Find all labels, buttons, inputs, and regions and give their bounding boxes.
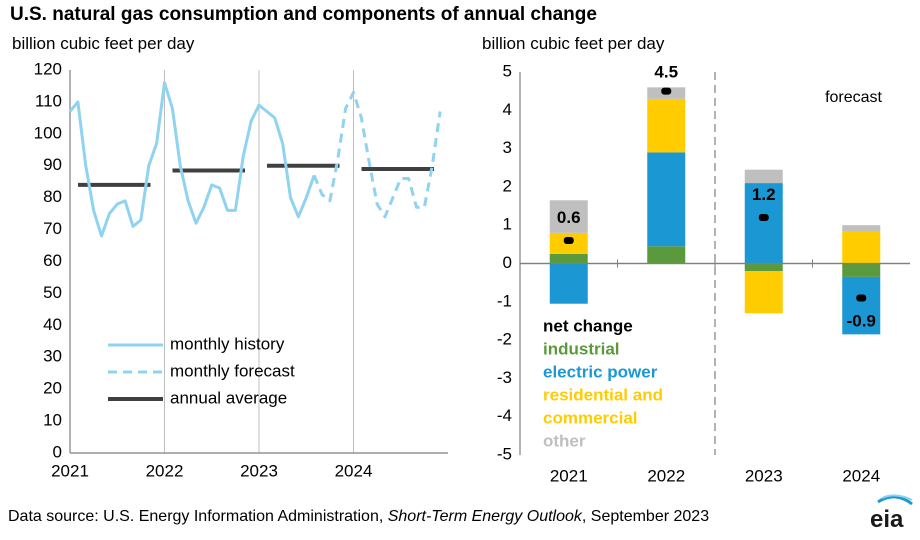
right-x-tick-label: 2021 bbox=[550, 466, 588, 485]
eia-logo-icon bbox=[877, 494, 913, 506]
left-y-tick-label: 80 bbox=[43, 187, 62, 206]
bar-industrial bbox=[647, 246, 686, 264]
right-y-tick-label: -4 bbox=[497, 406, 512, 425]
right-y-tick-label: 0 bbox=[503, 253, 512, 272]
right-x-tick-label: 2024 bbox=[842, 466, 880, 485]
bar-electric-power bbox=[549, 263, 588, 304]
left-y-tick-label: 10 bbox=[43, 411, 62, 430]
legend-residential-commercial-label-cont: commercial bbox=[543, 408, 638, 427]
left-y-tick-label: 50 bbox=[43, 283, 62, 302]
left-y-tick-label: 60 bbox=[43, 251, 62, 270]
legend-annual-label: annual average bbox=[170, 388, 287, 407]
bar-other bbox=[549, 200, 588, 233]
bar-other bbox=[842, 225, 881, 231]
left-y-tick-label: 0 bbox=[53, 442, 62, 461]
bar-electric-power bbox=[647, 152, 686, 247]
bar-residential-commercial bbox=[744, 271, 783, 314]
source-prefix: Data source: U.S. Energy Information Adm… bbox=[8, 508, 388, 525]
bar-electric-power bbox=[842, 276, 881, 335]
net-change-label: 1.2 bbox=[752, 185, 776, 204]
legend-residential-commercial-label: residential and bbox=[543, 385, 663, 404]
right-y-tick-label: -1 bbox=[497, 291, 512, 310]
net-change-label: 0.6 bbox=[557, 208, 581, 227]
net-change-label: 4.5 bbox=[654, 63, 678, 82]
left-x-tick-label: 2021 bbox=[51, 461, 89, 480]
left-y-tick-label: 30 bbox=[43, 347, 62, 366]
chart-title: U.S. natural gas consumption and compone… bbox=[10, 4, 597, 25]
monthly-forecast-line bbox=[312, 90, 442, 219]
bar-other bbox=[744, 169, 783, 184]
data-source-note: Data source: U.S. Energy Information Adm… bbox=[8, 508, 709, 526]
left-y-tick-label: 70 bbox=[43, 219, 62, 238]
legend-history-label: monthly history bbox=[170, 334, 285, 353]
bar-industrial bbox=[549, 253, 588, 264]
right-x-tick-label: 2022 bbox=[647, 466, 685, 485]
left-y-tick-label: 110 bbox=[35, 91, 62, 110]
right-y-tick-label: 4 bbox=[503, 100, 512, 119]
forecast-annotation: forecast bbox=[825, 89, 882, 106]
left-x-tick-label: 2024 bbox=[335, 461, 373, 480]
source-suffix: , September 2023 bbox=[581, 508, 710, 525]
legend-other-label: other bbox=[543, 431, 586, 450]
right-y-tick-label: -5 bbox=[497, 444, 512, 463]
right-y-tick-label: 3 bbox=[503, 138, 512, 157]
bar-electric-power bbox=[744, 183, 783, 264]
left-y-tick-label: 90 bbox=[43, 155, 62, 174]
right-x-tick-label: 2023 bbox=[745, 466, 783, 485]
right-y-tick-label: 1 bbox=[503, 215, 512, 234]
monthly-history-line bbox=[68, 81, 316, 238]
net-change-marker bbox=[758, 214, 769, 222]
left-unit-label: billion cubic feet per day bbox=[12, 34, 195, 53]
right-y-tick-label: 5 bbox=[503, 61, 512, 80]
legend-industrial-label: industrial bbox=[543, 339, 620, 358]
legend-forecast-label: monthly forecast bbox=[170, 361, 295, 380]
left-y-tick-label: 100 bbox=[34, 123, 62, 142]
left-y-tick-label: 20 bbox=[43, 379, 62, 398]
eia-logo-text: eia bbox=[870, 506, 904, 533]
right-unit-label: billion cubic feet per day bbox=[482, 34, 665, 53]
bar-industrial bbox=[744, 263, 783, 272]
bar-residential-commercial bbox=[842, 230, 881, 264]
legend-electric-power-label: electric power bbox=[543, 362, 658, 381]
left-y-tick-label: 40 bbox=[43, 315, 62, 334]
right-y-tick-label: 2 bbox=[503, 176, 512, 195]
bar-residential-commercial bbox=[647, 98, 686, 153]
bar-industrial bbox=[842, 263, 881, 277]
right-y-tick-label: -2 bbox=[497, 330, 512, 349]
net-change-marker bbox=[563, 237, 574, 245]
net-change-marker bbox=[661, 87, 672, 95]
net-change-label: -0.9 bbox=[847, 311, 876, 330]
right-y-tick-label: -3 bbox=[497, 368, 512, 387]
left-x-tick-label: 2022 bbox=[146, 461, 184, 480]
net-change-marker bbox=[856, 294, 867, 302]
source-title: Short-Term Energy Outlook bbox=[387, 508, 582, 525]
left-y-tick-label: 120 bbox=[34, 59, 62, 78]
legend-net-change-label: net change bbox=[543, 316, 633, 335]
left-x-tick-label: 2023 bbox=[240, 461, 278, 480]
